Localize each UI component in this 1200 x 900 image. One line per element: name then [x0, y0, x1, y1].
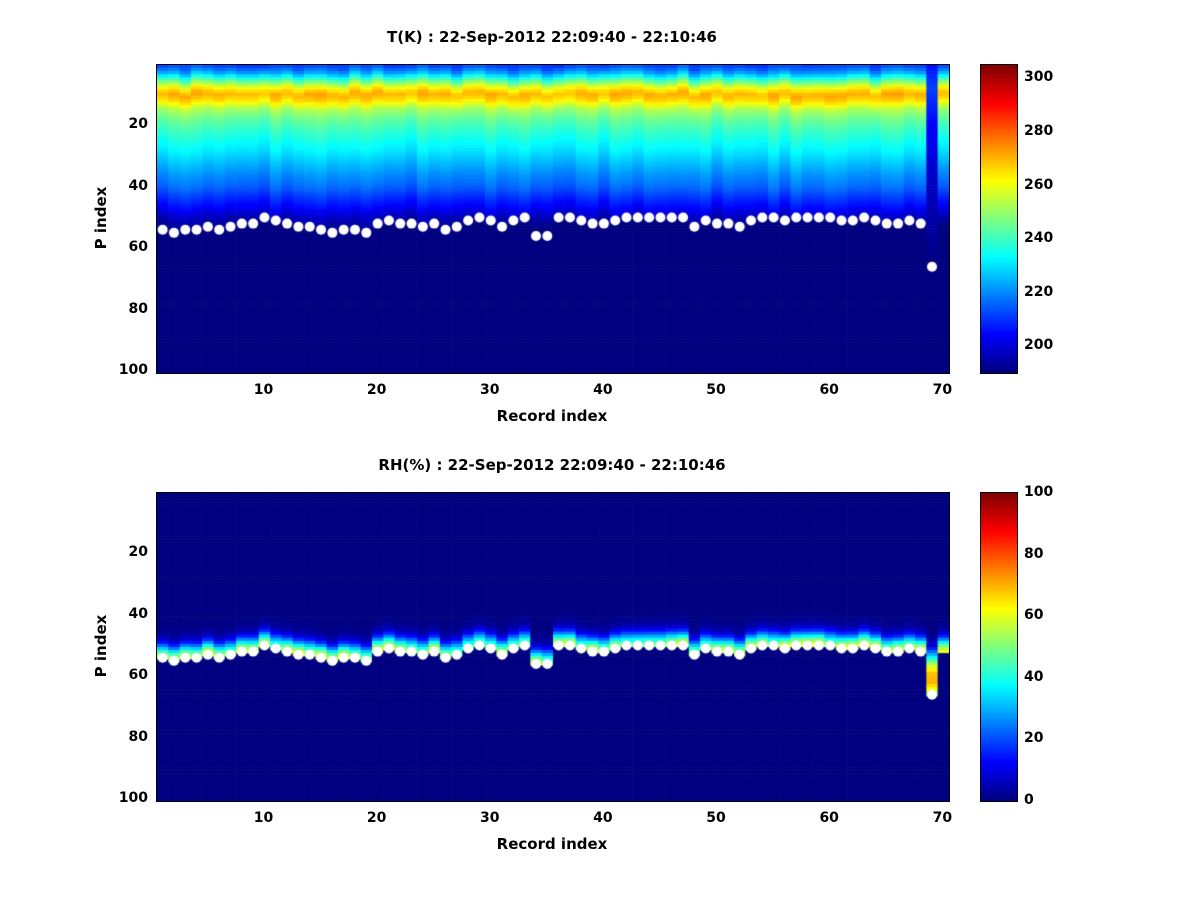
colorbar-tick-label: 60	[1024, 607, 1044, 624]
colorbar-tick-label: 200	[1024, 337, 1054, 354]
colorbar-tick-label: 220	[1024, 283, 1054, 300]
y-tick-label: 80	[128, 728, 148, 745]
x-axis-label-humidity: Record index	[496, 835, 608, 853]
chart-title-humidity: RH(%) : 22-Sep-2012 22:09:40 - 22:10:46	[378, 456, 726, 474]
x-tick-label: 10	[253, 382, 274, 398]
x-tick-label: 50	[706, 382, 726, 398]
y-tick-label: 40	[128, 605, 148, 622]
x-tick-label: 20	[366, 810, 387, 826]
y-tick-label: 100	[118, 790, 148, 807]
x-tick-label: 60	[819, 382, 839, 398]
colorbar-tick-label: 300	[1024, 69, 1054, 86]
x-tick-label: 50	[706, 810, 726, 826]
x-tick-label: 70	[932, 810, 953, 826]
colorbar-tick-label: 0	[1024, 792, 1034, 808]
x-axis-label-temperature: Record index	[496, 407, 608, 425]
temperature-colorbar	[980, 64, 1018, 374]
x-tick-label: 70	[932, 382, 953, 398]
x-tick-label: 30	[480, 810, 500, 826]
chart-title-temperature: T(K) : 22-Sep-2012 22:09:40 - 22:10:46	[387, 28, 717, 46]
x-tick-label: 40	[593, 382, 613, 398]
y-tick-label: 20	[128, 544, 148, 561]
temperature-heatmap-canvas	[156, 64, 950, 374]
humidity-heatmap-canvas	[156, 492, 950, 802]
humidity-colorbar	[980, 492, 1018, 802]
y-tick-label: 80	[128, 300, 148, 317]
x-tick-label: 10	[253, 810, 274, 826]
y-tick-label: 100	[118, 362, 148, 379]
y-tick-label: 60	[128, 239, 148, 256]
y-tick-label: 20	[128, 116, 148, 133]
x-tick-label: 60	[819, 810, 839, 826]
colorbar-tick-label: 240	[1024, 230, 1054, 247]
y-tick-label: 40	[128, 177, 148, 194]
x-tick-label: 30	[480, 382, 500, 398]
colorbar-tick-label: 80	[1024, 545, 1044, 562]
x-tick-label: 40	[593, 810, 613, 826]
colorbar-tick-label: 100	[1024, 484, 1054, 500]
x-tick-label: 20	[366, 382, 387, 398]
colorbar-tick-label: 260	[1024, 176, 1054, 193]
colorbar-tick-label: 280	[1024, 122, 1054, 139]
y-tick-label: 60	[128, 667, 148, 684]
colorbar-tick-label: 40	[1024, 668, 1044, 685]
colorbar-tick-label: 20	[1024, 730, 1044, 747]
